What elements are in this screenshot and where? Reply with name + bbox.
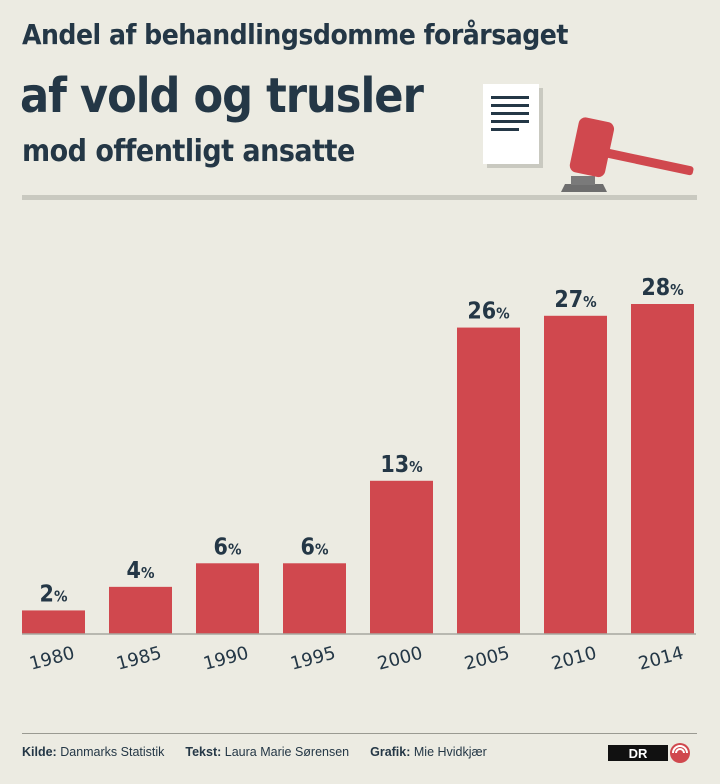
data-label-2005: 26% [467, 299, 510, 325]
title-line-2: af vold og trusler [20, 68, 424, 124]
bar-2014 [631, 304, 694, 634]
text-value: Laura Marie Sørensen [224, 745, 350, 759]
bar-1990 [196, 563, 259, 634]
data-label-1985: 4% [127, 558, 155, 584]
title-line-1: Andel af behandlingsdomme forårsaget [22, 18, 568, 51]
bar-2000 [370, 480, 433, 634]
footer-divider [22, 733, 697, 734]
x-tick-1990: 1990 [201, 643, 251, 675]
graphics-label: Grafik: [370, 745, 411, 759]
bar-1980 [22, 610, 85, 634]
bar-chart: 2% 4% 6% 6% 13% 26% 27% 28% 1980 1985 1990 1995 200… [22, 275, 696, 675]
x-tick-1995: 1995 [288, 643, 338, 675]
header-divider [22, 195, 697, 200]
data-label-2000: 13% [380, 452, 423, 478]
source-label: Kilde: [22, 745, 57, 759]
title-line-3: mod offentligt ansatte [22, 134, 355, 169]
document-icon [483, 84, 543, 168]
x-tick-2000: 2000 [375, 643, 425, 675]
x-tick-1985: 1985 [114, 643, 164, 675]
x-tick-2014: 2014 [636, 643, 686, 675]
bar-1985 [109, 586, 172, 634]
source-value: Danmarks Statistik [60, 745, 165, 759]
text-label: Tekst: [185, 745, 222, 759]
gavel-icon [561, 117, 694, 192]
dr-logo: DR [608, 743, 690, 763]
x-tick-2010: 2010 [549, 643, 599, 675]
x-tick-2005: 2005 [462, 643, 512, 675]
data-label-2010: 27% [554, 287, 597, 313]
dr-logo-text: DR [629, 746, 648, 761]
bar-2010 [544, 315, 607, 634]
data-label-1990: 6% [214, 534, 242, 560]
data-label-1980: 2% [40, 581, 68, 607]
bar-2005 [457, 327, 520, 634]
graphics-value: Mie Hvidkjær [413, 745, 487, 759]
bar-1995 [283, 563, 346, 634]
data-label-2014: 28% [641, 275, 684, 301]
data-label-1995: 6% [301, 534, 329, 560]
x-tick-1980: 1980 [27, 643, 77, 675]
footer-credits: Kilde: Danmarks Statistik Tekst: Laura M… [22, 745, 487, 759]
